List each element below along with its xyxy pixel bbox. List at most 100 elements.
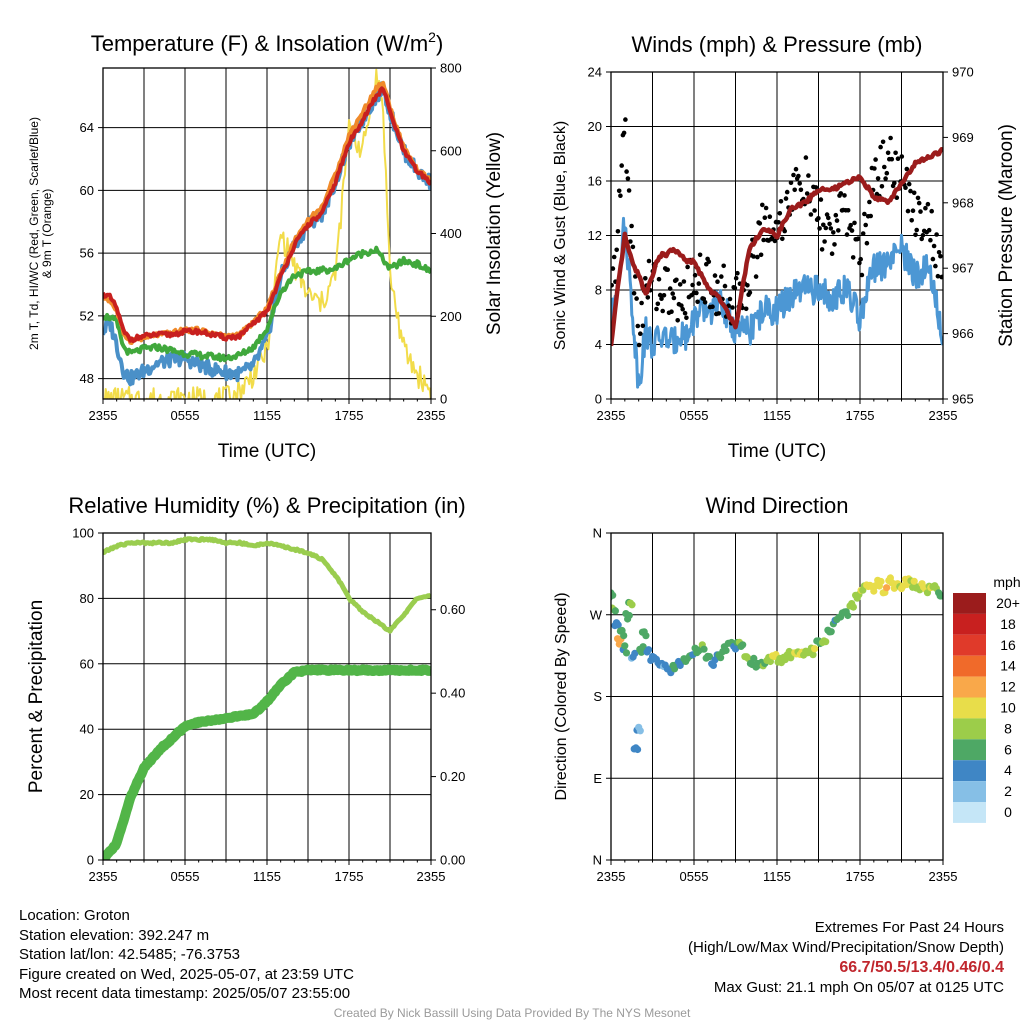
gust-point xyxy=(832,242,837,247)
direction-point xyxy=(611,607,620,615)
gust-point xyxy=(828,226,834,231)
y-tick-label: 56 xyxy=(80,246,94,261)
legend-label: 14 xyxy=(1000,658,1016,674)
x-tick-label: 2355 xyxy=(89,408,118,423)
gust-point xyxy=(614,247,619,253)
y-tick-label: 64 xyxy=(80,120,94,135)
gust-point xyxy=(624,169,629,174)
gust-point xyxy=(906,181,912,187)
gust-point xyxy=(935,273,941,279)
gust-point xyxy=(638,331,643,337)
x-tick-label: 0555 xyxy=(171,408,200,423)
gust-point xyxy=(880,139,886,145)
y-right-tick-label: 970 xyxy=(952,65,974,80)
legend-swatch xyxy=(953,634,986,656)
plot-data xyxy=(611,117,943,389)
gust-point xyxy=(862,211,867,217)
gust-point xyxy=(913,232,918,238)
gust-point xyxy=(621,130,627,136)
gust-point xyxy=(903,185,908,190)
x-tick-label: 2355 xyxy=(417,408,446,423)
gust-point xyxy=(716,311,722,316)
legend-swatch xyxy=(953,739,986,761)
y-tick-label: 24 xyxy=(588,65,602,80)
gust-point xyxy=(918,209,923,214)
gust-point xyxy=(747,290,753,295)
direction-point xyxy=(938,592,943,600)
gust-point xyxy=(910,208,916,213)
direction-point xyxy=(766,657,775,666)
gust-point xyxy=(920,233,926,238)
gust-point xyxy=(777,211,783,216)
y-tick-label: W xyxy=(590,607,603,622)
speed-legend: mph 20+ 18 16 14 12 10 8 6 4 2 0 xyxy=(953,574,1021,823)
gust-point xyxy=(879,184,885,189)
gust-point xyxy=(719,274,724,279)
gust-point xyxy=(893,150,898,156)
y-tick-label: N xyxy=(593,853,602,868)
gust-point xyxy=(669,309,674,315)
y-right-axis-label: Solar Insolation (Yellow) xyxy=(484,132,505,335)
gust-point xyxy=(654,306,659,312)
direction-point xyxy=(628,601,636,609)
y-right-tick-label: 0.20 xyxy=(440,769,465,784)
gust-point xyxy=(791,172,796,178)
direction-point xyxy=(645,646,653,654)
gust-point xyxy=(646,258,652,264)
direction-point xyxy=(700,645,708,653)
y-axis-label-line1: 2m T, Td, HI/WC (Red, Green, Scarlet/Blu… xyxy=(27,117,41,350)
gust-point xyxy=(730,305,735,310)
y-tick-label: N xyxy=(593,526,602,541)
x-tick-label: 2355 xyxy=(89,869,118,884)
y-tick-label: 20 xyxy=(588,119,602,134)
direction-point xyxy=(870,587,878,595)
gust-point xyxy=(743,306,749,312)
gust-point xyxy=(661,293,667,298)
y-axis-label: Direction (Colored By Speed) xyxy=(553,592,570,800)
gust-point xyxy=(899,154,905,159)
gust-point xyxy=(611,266,616,271)
direction-point xyxy=(811,645,819,653)
legend-label: 8 xyxy=(1004,720,1012,736)
gust-point xyxy=(710,304,715,310)
plot-data xyxy=(611,574,943,754)
gust-point xyxy=(925,201,931,207)
direction-point xyxy=(621,642,629,650)
y-right-tick-label: 966 xyxy=(952,326,974,341)
gust-point xyxy=(758,252,764,258)
y-right-tick-label: 969 xyxy=(952,130,974,145)
legend-label: 12 xyxy=(1000,679,1016,695)
extremes-subtitle: (High/Low/Max Wind/Precipitation/Snow De… xyxy=(688,939,1004,956)
legend-label: 6 xyxy=(1004,741,1012,757)
x-axis-label: Time (UTC) xyxy=(218,441,317,462)
gust-point xyxy=(933,263,938,269)
gust-point xyxy=(831,230,836,235)
gust-point xyxy=(761,237,766,243)
gust-point xyxy=(681,279,687,284)
gust-point xyxy=(792,187,797,193)
gust-point xyxy=(619,163,624,168)
gust-point xyxy=(850,255,856,260)
y-tick-label: 100 xyxy=(72,526,94,541)
gust-point xyxy=(930,256,936,262)
gust-point xyxy=(822,239,827,244)
y-tick-label: 40 xyxy=(80,722,94,737)
gridlines xyxy=(103,533,431,860)
direction-point xyxy=(614,621,622,629)
direction-point xyxy=(620,632,628,640)
gust-point xyxy=(905,208,911,214)
legend-label: 4 xyxy=(1004,762,1012,778)
gust-point xyxy=(859,272,865,278)
direction-point xyxy=(877,577,885,586)
gust-point xyxy=(914,227,919,233)
y-tick-label: 60 xyxy=(80,656,94,671)
y-tick-label: 48 xyxy=(80,371,94,386)
gust-point xyxy=(685,264,690,270)
gust-point xyxy=(702,300,708,305)
gust-point xyxy=(623,117,628,122)
panel-3: 2355 0555 1155 1755 23550204060801000.000.20… xyxy=(26,493,466,884)
gust-point xyxy=(911,190,917,196)
credit-text: Created By Nick Bassill Using Data Provi… xyxy=(333,1006,691,1020)
y-right-tick-label: 968 xyxy=(952,195,974,210)
gust-point xyxy=(712,273,718,278)
